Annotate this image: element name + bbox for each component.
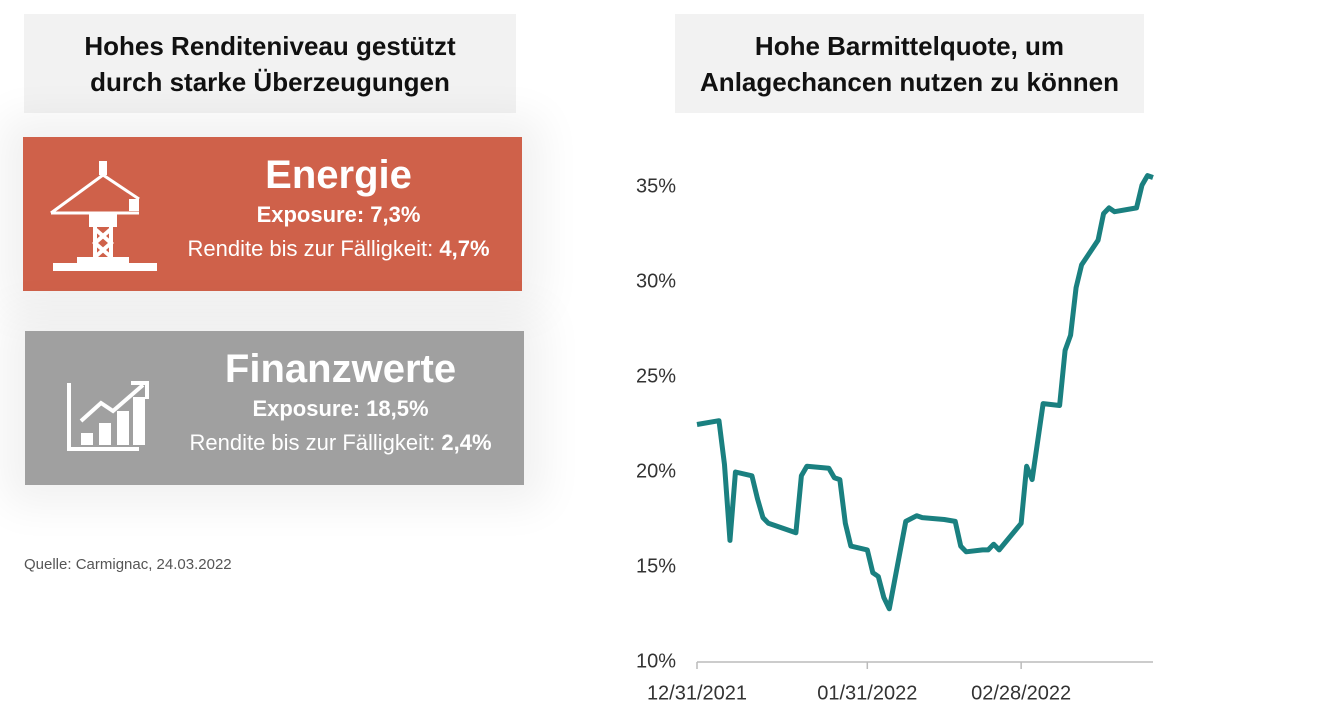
- exposure-label: Exposure:: [252, 396, 361, 421]
- exposure: 7,3%: [370, 202, 421, 227]
- card-name: Finanzwerte: [224, 347, 457, 391]
- source: Quelle: Carmignac, 24.03.2022: [24, 556, 232, 573]
- x-tick-label: 01/31/2022: [817, 682, 917, 704]
- yield-label: Rendite bis zur Fälligkeit:: [189, 430, 436, 455]
- exposure-label: Exposure:: [256, 202, 365, 227]
- card: Energie Exposure: 7,3% Rendite bis zur F…: [23, 137, 522, 291]
- y-tick-label: 10%: [636, 650, 676, 672]
- card: Finanzwerte Exposure: 18,5% Rendite bis …: [25, 331, 524, 485]
- x-tick-label: 12/31/2021: [647, 682, 747, 704]
- yield: 4,7%: [439, 236, 490, 261]
- chart-icon: [67, 381, 149, 451]
- title-line: Hohes Renditeniveau gestützt: [84, 30, 456, 61]
- y-tick-label: 20%: [636, 460, 676, 482]
- x-tick-label: 02/28/2022: [971, 682, 1071, 704]
- y-tick-label: 35%: [636, 175, 676, 197]
- exposure: 18,5%: [366, 396, 429, 421]
- yield: 2,4%: [441, 430, 492, 455]
- chart: 10% 15% 20% 25% 30% 35% 12/31/2021 01/31/2022 02…: [636, 173, 1154, 704]
- card-name: Energie: [265, 153, 412, 197]
- title-line: Anlagechancen nutzen zu können: [700, 66, 1119, 97]
- title-line: durch starke Überzeugungen: [90, 66, 450, 97]
- left-title: Hohes Renditeniveau gestützt durch stark…: [24, 14, 516, 113]
- y-tick-label: 25%: [636, 365, 676, 387]
- y-tick-label: 15%: [636, 555, 676, 577]
- line: [696, 173, 1154, 612]
- yield-label: Rendite bis zur Fälligkeit:: [187, 236, 434, 261]
- crane-icon: [50, 161, 157, 271]
- y-tick-label: 30%: [636, 270, 676, 292]
- title-line: Hohe Barmittelquote, um: [754, 30, 1065, 61]
- chart-title: Hohe Barmittelquote, um Anlagechancen nu…: [675, 14, 1144, 113]
